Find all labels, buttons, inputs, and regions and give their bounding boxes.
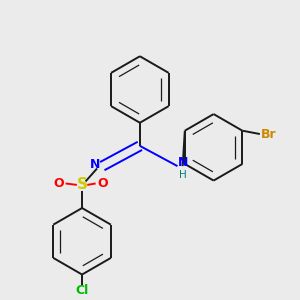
Text: N: N [178, 156, 188, 169]
Text: O: O [54, 177, 64, 190]
Text: Br: Br [261, 128, 276, 140]
Text: Cl: Cl [75, 284, 89, 297]
Text: H: H [179, 170, 187, 180]
Text: O: O [97, 177, 108, 190]
Text: N: N [90, 158, 100, 171]
Text: S: S [76, 177, 88, 192]
